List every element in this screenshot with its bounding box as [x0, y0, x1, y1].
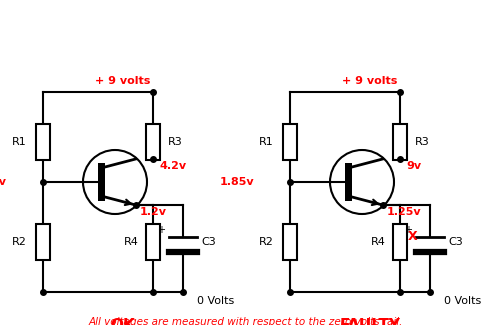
Text: R3: R3: [168, 137, 183, 147]
Text: R1: R1: [12, 137, 27, 147]
Text: + 9 volts: + 9 volts: [342, 76, 398, 86]
Bar: [393, 124, 407, 160]
Bar: [146, 224, 160, 260]
Text: FAULTY: FAULTY: [339, 318, 400, 325]
Text: 9v: 9v: [406, 161, 421, 171]
Text: R4: R4: [123, 237, 138, 247]
Text: R1: R1: [259, 137, 274, 147]
Text: All voltages are measured with respect to the zero volts rail.: All voltages are measured with respect t…: [89, 317, 403, 325]
Text: 1.2v: 1.2v: [140, 207, 167, 217]
Bar: [146, 124, 160, 160]
Bar: [98, 163, 105, 201]
Text: 1.85v: 1.85v: [219, 177, 254, 187]
Text: X: X: [408, 230, 418, 243]
Text: 1.25v: 1.25v: [387, 207, 422, 217]
Bar: [283, 124, 297, 160]
Bar: [393, 224, 407, 260]
Text: + 9 volts: + 9 volts: [95, 76, 151, 86]
Text: +: +: [404, 225, 412, 235]
Text: C3: C3: [202, 237, 216, 247]
Text: +: +: [157, 225, 165, 235]
Text: R2: R2: [259, 237, 274, 247]
Text: 1.7v: 1.7v: [0, 177, 7, 187]
Text: C3: C3: [449, 237, 463, 247]
Text: 0 Volts: 0 Volts: [444, 296, 481, 306]
Bar: [283, 224, 297, 260]
Text: R2: R2: [12, 237, 27, 247]
Bar: [36, 124, 50, 160]
Text: OK: OK: [111, 318, 135, 325]
Bar: [36, 224, 50, 260]
Text: 0 Volts: 0 Volts: [197, 296, 234, 306]
Text: R4: R4: [370, 237, 385, 247]
Text: R3: R3: [415, 137, 430, 147]
Text: 4.2v: 4.2v: [159, 161, 186, 171]
Bar: [345, 163, 352, 201]
